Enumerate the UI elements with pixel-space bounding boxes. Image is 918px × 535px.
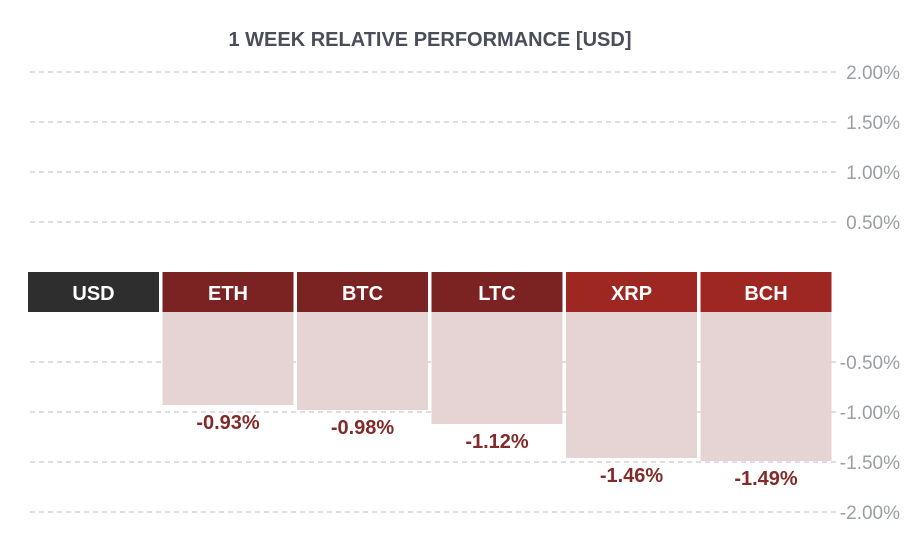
value-labels: -0.93% -0.98% -1.12% -1.46% -1.49% bbox=[196, 412, 798, 490]
category-header bbox=[700, 272, 832, 312]
category-header bbox=[431, 272, 563, 312]
base-currency-header bbox=[28, 272, 159, 312]
category-label: LTC bbox=[478, 283, 515, 305]
category-header bbox=[162, 272, 294, 312]
value-label: -0.93% bbox=[196, 412, 260, 434]
category-label: BCH bbox=[744, 283, 787, 305]
value-label: -1.46% bbox=[600, 465, 664, 487]
y-tick-label: -2.00% bbox=[840, 503, 900, 524]
bars bbox=[162, 312, 832, 461]
y-axis-ticks: 2.00% 1.50% 1.00% 0.50% -0.50% -1.00% -1.50% -2… bbox=[840, 63, 900, 524]
category-header bbox=[297, 272, 428, 312]
bar bbox=[431, 312, 563, 424]
base-currency-label: USD bbox=[72, 283, 114, 305]
value-label: -0.98% bbox=[331, 417, 395, 439]
value-label: -1.49% bbox=[734, 468, 798, 490]
bar bbox=[566, 312, 697, 458]
category-header bbox=[566, 272, 697, 312]
bar bbox=[297, 312, 428, 410]
value-label: -1.12% bbox=[465, 431, 529, 453]
category-label: ETH bbox=[208, 283, 248, 305]
category-label: BTC bbox=[342, 283, 383, 305]
y-tick-label: 2.00% bbox=[846, 63, 900, 84]
chart-title: 1 WEEK RELATIVE PERFORMANCE [USD] bbox=[229, 29, 632, 51]
bar bbox=[700, 312, 832, 461]
currency-headers: USD ETH BTC LTC XRP BCH bbox=[28, 272, 832, 312]
y-tick-label: 1.50% bbox=[846, 113, 900, 134]
bar bbox=[162, 312, 294, 405]
category-label: XRP bbox=[611, 283, 652, 305]
y-tick-label: -0.50% bbox=[840, 353, 900, 374]
y-tick-label: 0.50% bbox=[846, 213, 900, 234]
y-tick-label: -1.00% bbox=[840, 403, 900, 424]
y-tick-label: -1.50% bbox=[840, 453, 900, 474]
y-tick-label: 1.00% bbox=[846, 163, 900, 184]
